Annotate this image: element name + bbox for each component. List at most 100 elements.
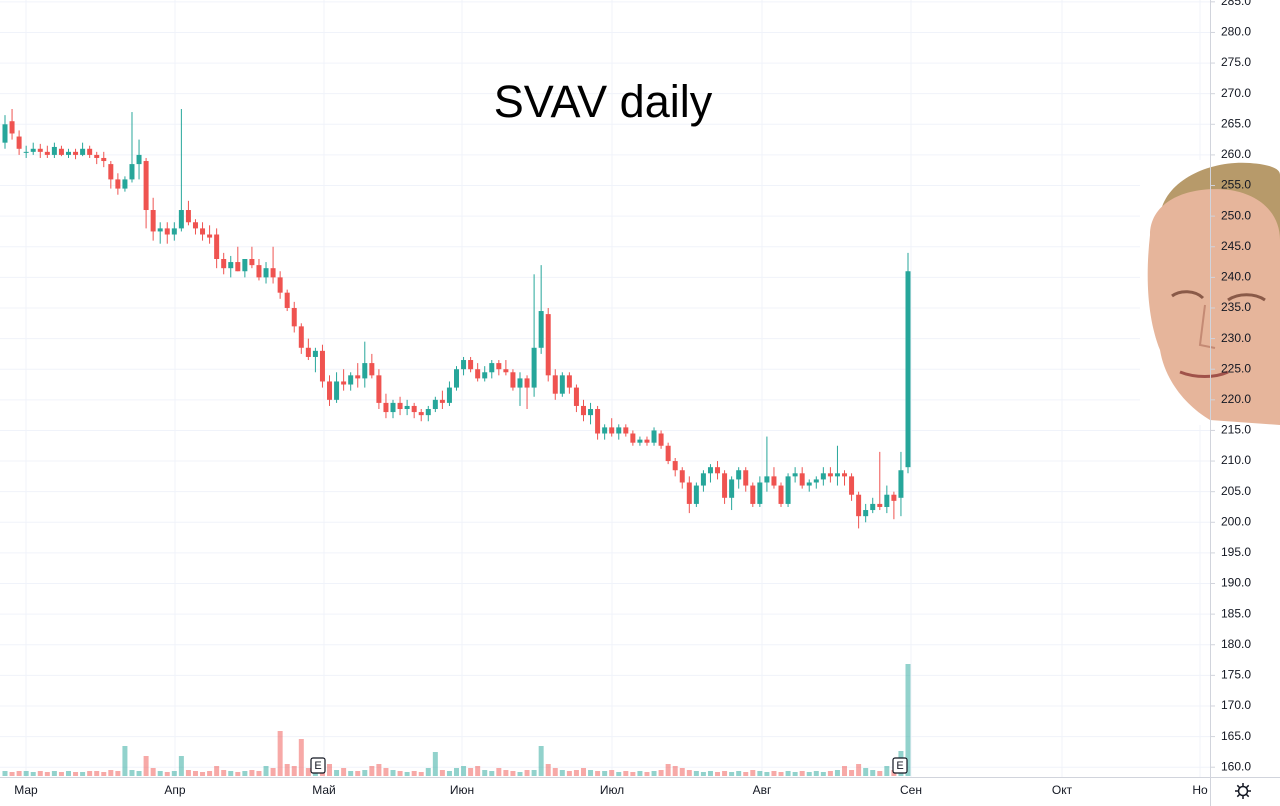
volume-bar xyxy=(552,768,558,776)
volume-bar xyxy=(390,770,396,776)
candle-body xyxy=(898,470,904,498)
candle-body xyxy=(432,399,438,410)
candle-body xyxy=(101,157,107,162)
volume-bar xyxy=(439,770,445,776)
candle-body xyxy=(884,494,890,507)
volume-bar xyxy=(588,770,594,776)
candle-body xyxy=(192,222,198,229)
candle-body xyxy=(891,494,897,501)
volume-bar xyxy=(270,768,276,776)
earnings-box xyxy=(892,757,908,774)
candle-body xyxy=(305,347,311,357)
y-tick-label: 205.0 xyxy=(1221,484,1251,498)
candle-body xyxy=(686,482,692,504)
volume-bar xyxy=(397,771,403,776)
candle-body xyxy=(16,136,22,149)
volume-bar xyxy=(411,771,417,776)
y-tick-label: 215.0 xyxy=(1221,423,1251,437)
candle-body xyxy=(9,121,15,134)
volume-bar xyxy=(616,772,622,776)
candle-body xyxy=(799,473,805,486)
candle-body xyxy=(369,363,375,376)
candle-body xyxy=(87,148,93,155)
candle-body xyxy=(651,430,657,443)
volume-bar xyxy=(771,771,777,776)
y-tick-label: 260.0 xyxy=(1221,147,1251,161)
candle-body xyxy=(580,405,586,416)
candle-body xyxy=(270,268,276,278)
volume-bar xyxy=(376,764,382,776)
volume-bar xyxy=(595,771,601,776)
volume-bar xyxy=(446,771,452,776)
y-tick-label: 180.0 xyxy=(1221,637,1251,651)
earnings-marker: E xyxy=(310,757,326,774)
candle-body xyxy=(468,360,474,370)
volume-bar xyxy=(334,770,340,776)
volume-bar xyxy=(658,770,664,776)
candle-body xyxy=(228,262,234,269)
x-tick-label: Апр xyxy=(164,783,186,797)
volume-bar xyxy=(475,766,481,776)
candle-body xyxy=(538,311,544,348)
candle-body xyxy=(503,369,509,373)
candle-body xyxy=(665,445,671,462)
candle-body xyxy=(397,402,403,410)
candle-body xyxy=(545,314,551,376)
volume-bar xyxy=(729,772,735,776)
y-tick-label: 165.0 xyxy=(1221,729,1251,743)
volume-bar xyxy=(432,752,438,776)
volume-pane xyxy=(2,664,911,776)
candle-body xyxy=(827,473,833,477)
volume-bar xyxy=(630,772,636,776)
chart-title: SVAV daily xyxy=(494,76,713,127)
volume-bar xyxy=(545,764,551,776)
gear-teeth[interactable] xyxy=(1235,783,1251,799)
candle-body xyxy=(531,347,537,388)
volume-bar xyxy=(58,772,64,776)
volume-bar xyxy=(249,770,255,776)
volume-bar xyxy=(214,766,220,776)
candle-body xyxy=(30,148,36,152)
candle-body xyxy=(616,427,622,434)
candle-body xyxy=(496,363,502,370)
volume-bar xyxy=(136,771,142,776)
settings-icon[interactable] xyxy=(1235,783,1251,799)
candle-body xyxy=(637,439,643,443)
candle-body xyxy=(623,427,629,434)
candle-body xyxy=(588,409,594,416)
y-tick-label: 175.0 xyxy=(1221,668,1251,682)
earnings-label: E xyxy=(314,760,321,772)
volume-bar xyxy=(602,771,608,776)
volume-bar xyxy=(877,771,883,776)
candle-body xyxy=(510,372,516,388)
time-scale-bg xyxy=(0,778,1280,806)
volume-bar xyxy=(291,766,297,776)
gear[interactable] xyxy=(1237,785,1249,797)
candle-body xyxy=(73,151,79,155)
x-tick-label: Окт xyxy=(1052,783,1073,797)
volume-bar xyxy=(715,772,721,776)
volume-bar xyxy=(65,771,71,776)
candle-body xyxy=(863,510,869,517)
volume-bar xyxy=(531,770,537,776)
candle-body xyxy=(80,148,86,155)
candle-body xyxy=(446,387,452,403)
candle-body xyxy=(284,292,290,308)
y-tick-label: 245.0 xyxy=(1221,239,1251,253)
volume-bar xyxy=(672,766,678,776)
x-tick-label: Май xyxy=(312,783,336,797)
candle-body xyxy=(171,228,177,235)
y-tick-label: 200.0 xyxy=(1221,514,1251,528)
volume-bar xyxy=(157,771,163,776)
y-tick-label: 285.0 xyxy=(1221,0,1251,8)
candle-body xyxy=(552,375,558,394)
volume-bar xyxy=(122,746,128,776)
candle-body xyxy=(404,405,410,410)
candle-body xyxy=(482,372,488,379)
candle-body xyxy=(65,151,71,155)
volume-bar xyxy=(496,768,502,776)
volume-bar xyxy=(454,768,459,776)
volume-bar xyxy=(856,764,862,776)
volume-bar xyxy=(44,772,50,776)
candle-body xyxy=(150,210,156,232)
